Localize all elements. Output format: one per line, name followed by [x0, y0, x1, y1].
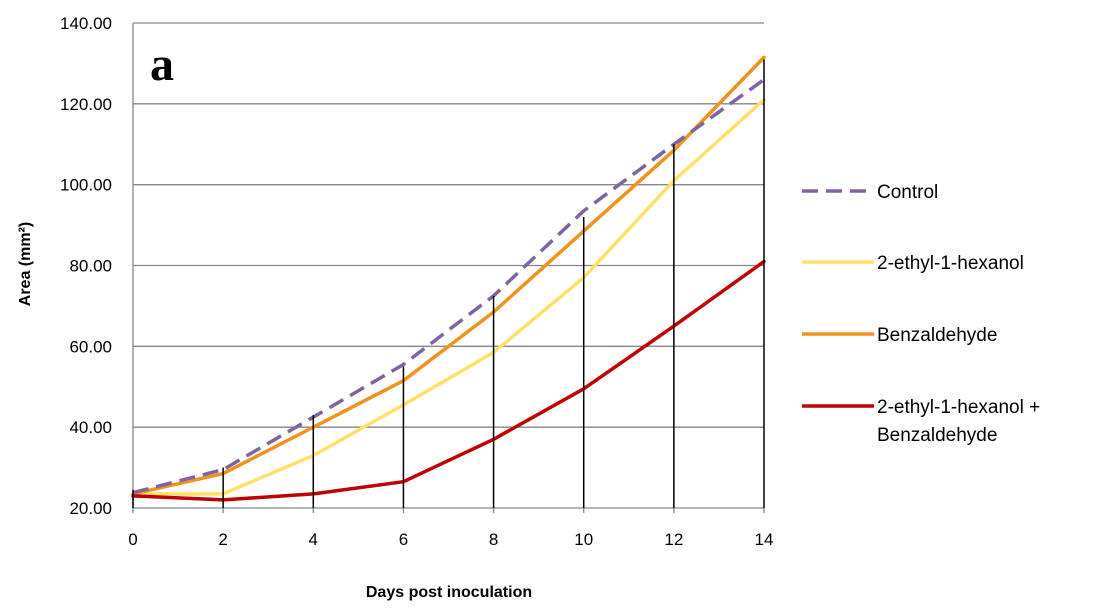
series-line-benzaldehyde: [131, 55, 766, 496]
legend-label: 2-ethyl-1-hexanol: [877, 253, 1024, 274]
error-bars: [132, 59, 765, 508]
legend-label-line: 2-ethyl-1-hexanol: [877, 253, 1024, 274]
x-tick-label: 12: [664, 530, 683, 549]
y-tick-label: 20.00: [69, 499, 112, 518]
x-tick-label: 8: [489, 530, 498, 549]
x-tick-labels: 0 2 4 6 8 10 12 14: [128, 530, 773, 549]
grid: [132, 22, 765, 513]
y-tick-label: 140.00: [60, 14, 112, 33]
x-tick-label: 6: [399, 530, 408, 549]
legend-label: Control: [877, 182, 938, 203]
y-tick-label: 120.00: [60, 95, 112, 114]
x-tick-label: 14: [755, 530, 774, 549]
x-tick-label: 10: [574, 530, 593, 549]
legend-label-line: Control: [877, 182, 938, 203]
y-axis-title: Area (mm²): [17, 222, 34, 306]
legend-label-line: 2-ethyl-1-hexanol +: [877, 397, 1040, 418]
x-axis-title: Days post inoculation: [366, 584, 532, 601]
legend-label: Benzaldehyde: [877, 325, 997, 346]
series-lines: [131, 55, 766, 502]
x-tick-label: 0: [128, 530, 137, 549]
series-line-2-ethyl-1-hexanol-benzaldehyde: [131, 259, 766, 502]
legend-label-line: Benzaldehyde: [877, 425, 997, 446]
series-line-2-ethyl-1-hexanol: [131, 98, 766, 496]
legend-label: 2-ethyl-1-hexanol + Benzaldehyde: [877, 397, 1040, 446]
series-line-control: [132, 78, 766, 495]
x-tick-label: 4: [309, 530, 318, 549]
y-tick-label: 100.00: [60, 176, 112, 195]
y-tick-label: 80.00: [69, 257, 112, 276]
legend: Control2-ethyl-1-hexanolBenzaldehyde2-et…: [802, 182, 1040, 446]
y-tick-label: 60.00: [69, 337, 112, 356]
x-tick-label: 2: [218, 530, 227, 549]
legend-label-line: Benzaldehyde: [877, 325, 997, 346]
y-tick-labels: 20.00 40.00 60.00 80.00 100.00 120.00 140.00: [60, 14, 112, 518]
y-tick-label: 40.00: [69, 418, 112, 437]
panel-label: a: [150, 38, 174, 91]
